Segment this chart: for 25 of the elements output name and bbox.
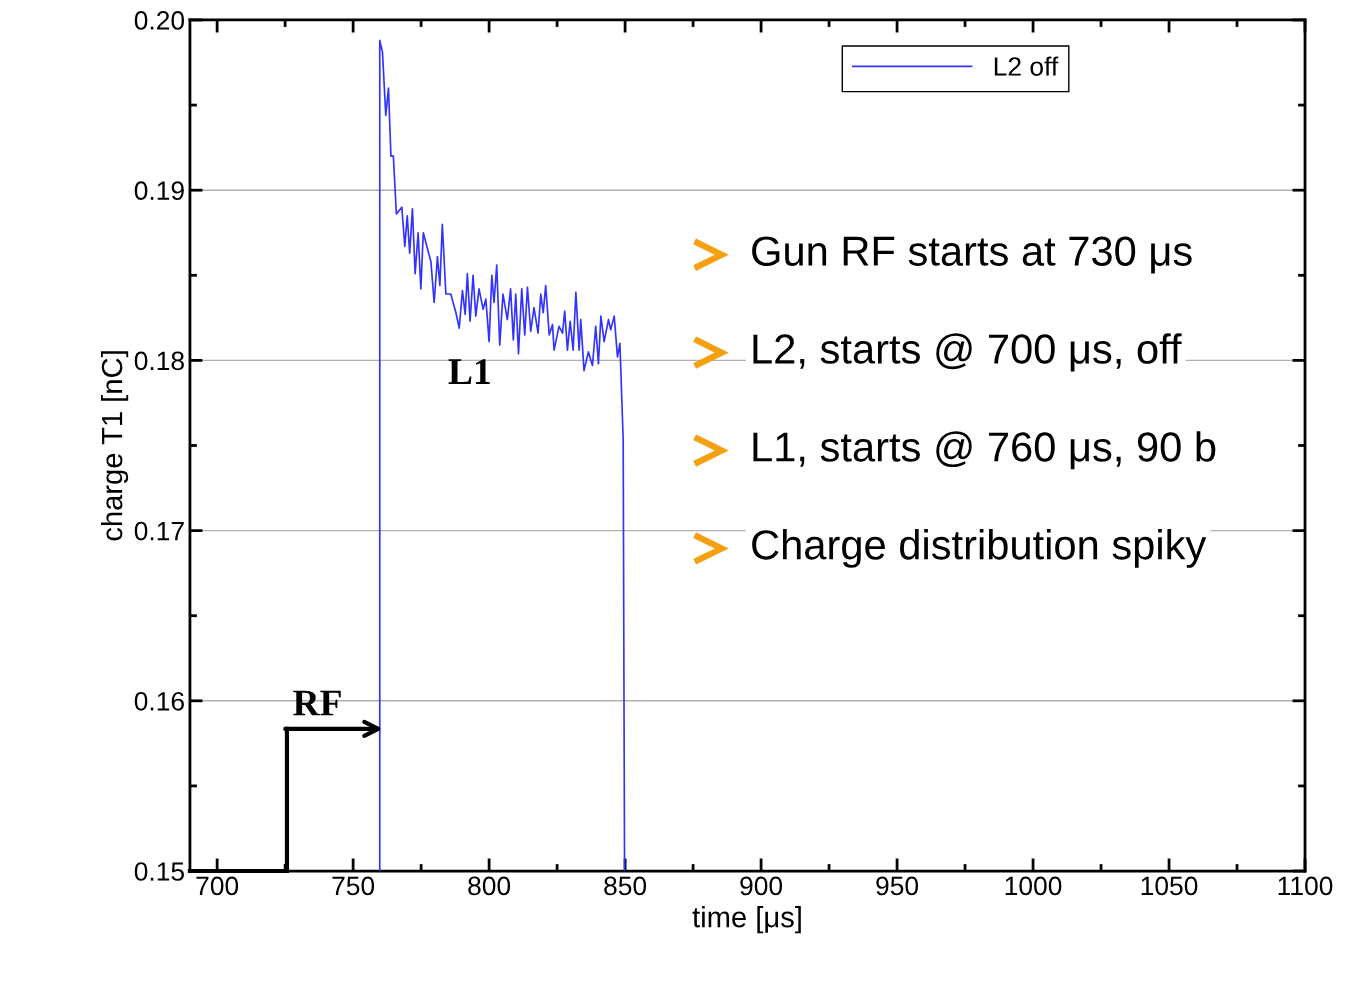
x-tick-label: 1050 — [1141, 876, 1198, 896]
x-axis-title: time [μs] — [692, 906, 801, 934]
x-tick-label: 750 — [332, 876, 375, 896]
annotation: Charge distribution spiky — [752, 529, 1207, 568]
y-tick-label: 0.17 — [134, 521, 184, 541]
x-tick-label: 1000 — [1005, 876, 1062, 896]
annotation: L2, starts @ 700 μs, off — [753, 333, 1182, 372]
y-tick-label: 0.18 — [134, 351, 184, 371]
x-tick-label: 800 — [468, 876, 511, 896]
x-tick-label: 700 — [196, 876, 239, 896]
legend-label: L2 off — [994, 56, 1059, 76]
x-tick-label: 1100 — [1278, 876, 1333, 896]
y-tick-label: 0.19 — [134, 181, 184, 201]
annotation: RF — [293, 690, 341, 716]
line-series — [378, 39, 626, 872]
annotation: L1, starts @ 760 μs, 90 b — [753, 431, 1216, 470]
y-tick-label: 0.15 — [134, 862, 184, 881]
x-tick-label: 950 — [876, 876, 919, 896]
y-axis-title: charge T1 [nC] — [100, 351, 129, 541]
annotation: L1 — [448, 359, 490, 384]
x-tick-label: 850 — [604, 876, 647, 896]
y-tick-label: 0.20 — [134, 11, 185, 30]
y-tick-label: 0.16 — [134, 691, 184, 711]
annotation: Gun RF starts at 730 μs — [752, 236, 1192, 274]
x-tick-label: 900 — [740, 876, 783, 896]
